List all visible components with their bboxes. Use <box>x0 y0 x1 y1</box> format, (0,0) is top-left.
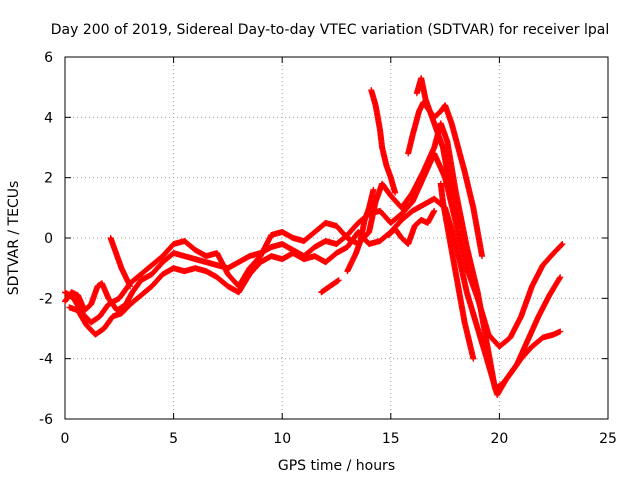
chart-title: Day 200 of 2019, Sidereal Day-to-day VTE… <box>51 22 609 38</box>
y-tick-label: 6 <box>44 50 53 66</box>
data-point <box>479 253 486 260</box>
y-tick-labels: -6 -4 -2 0 2 4 6 <box>39 50 53 428</box>
data-point <box>127 283 134 290</box>
series-6 <box>368 87 399 196</box>
data-point <box>557 274 564 281</box>
data-point <box>335 277 342 284</box>
data-point <box>431 207 438 214</box>
x-tick-label: 10 <box>273 431 291 447</box>
data-point <box>392 189 399 196</box>
data-point <box>558 241 565 248</box>
x-tick-label: 15 <box>382 431 400 447</box>
data-point <box>559 241 566 248</box>
series-4 <box>107 235 134 290</box>
x-tick-label: 20 <box>490 431 508 447</box>
y-tick-label: -6 <box>39 412 53 428</box>
y-tick-label: 0 <box>44 231 53 247</box>
data-point <box>557 328 564 335</box>
series-3 <box>66 195 564 398</box>
x-tick-label: 25 <box>599 431 617 447</box>
axis-ticks <box>64 56 609 420</box>
y-tick-label: 2 <box>44 171 53 187</box>
series-9 <box>437 180 477 362</box>
x-tick-label: 0 <box>61 431 70 447</box>
y-tick-label: 4 <box>44 110 53 126</box>
series-5 <box>318 277 342 296</box>
series-1 <box>62 150 566 350</box>
data-point <box>470 355 477 362</box>
x-tick-label: 5 <box>169 431 178 447</box>
data-series <box>62 75 566 398</box>
plot-frame <box>64 56 609 420</box>
y-tick-label: -2 <box>39 291 53 307</box>
series-8 <box>413 75 486 260</box>
y-axis-label: SDTVAR / TECUs <box>6 181 22 296</box>
y-tick-label: -4 <box>39 352 53 368</box>
series-11 <box>344 186 377 275</box>
data-point <box>370 186 377 193</box>
x-tick-labels: 0 5 10 15 20 25 <box>61 431 617 447</box>
data-point <box>457 222 464 229</box>
series-10 <box>385 207 438 248</box>
grid-lines <box>65 57 608 419</box>
x-axis-label: GPS time / hours <box>278 458 395 474</box>
